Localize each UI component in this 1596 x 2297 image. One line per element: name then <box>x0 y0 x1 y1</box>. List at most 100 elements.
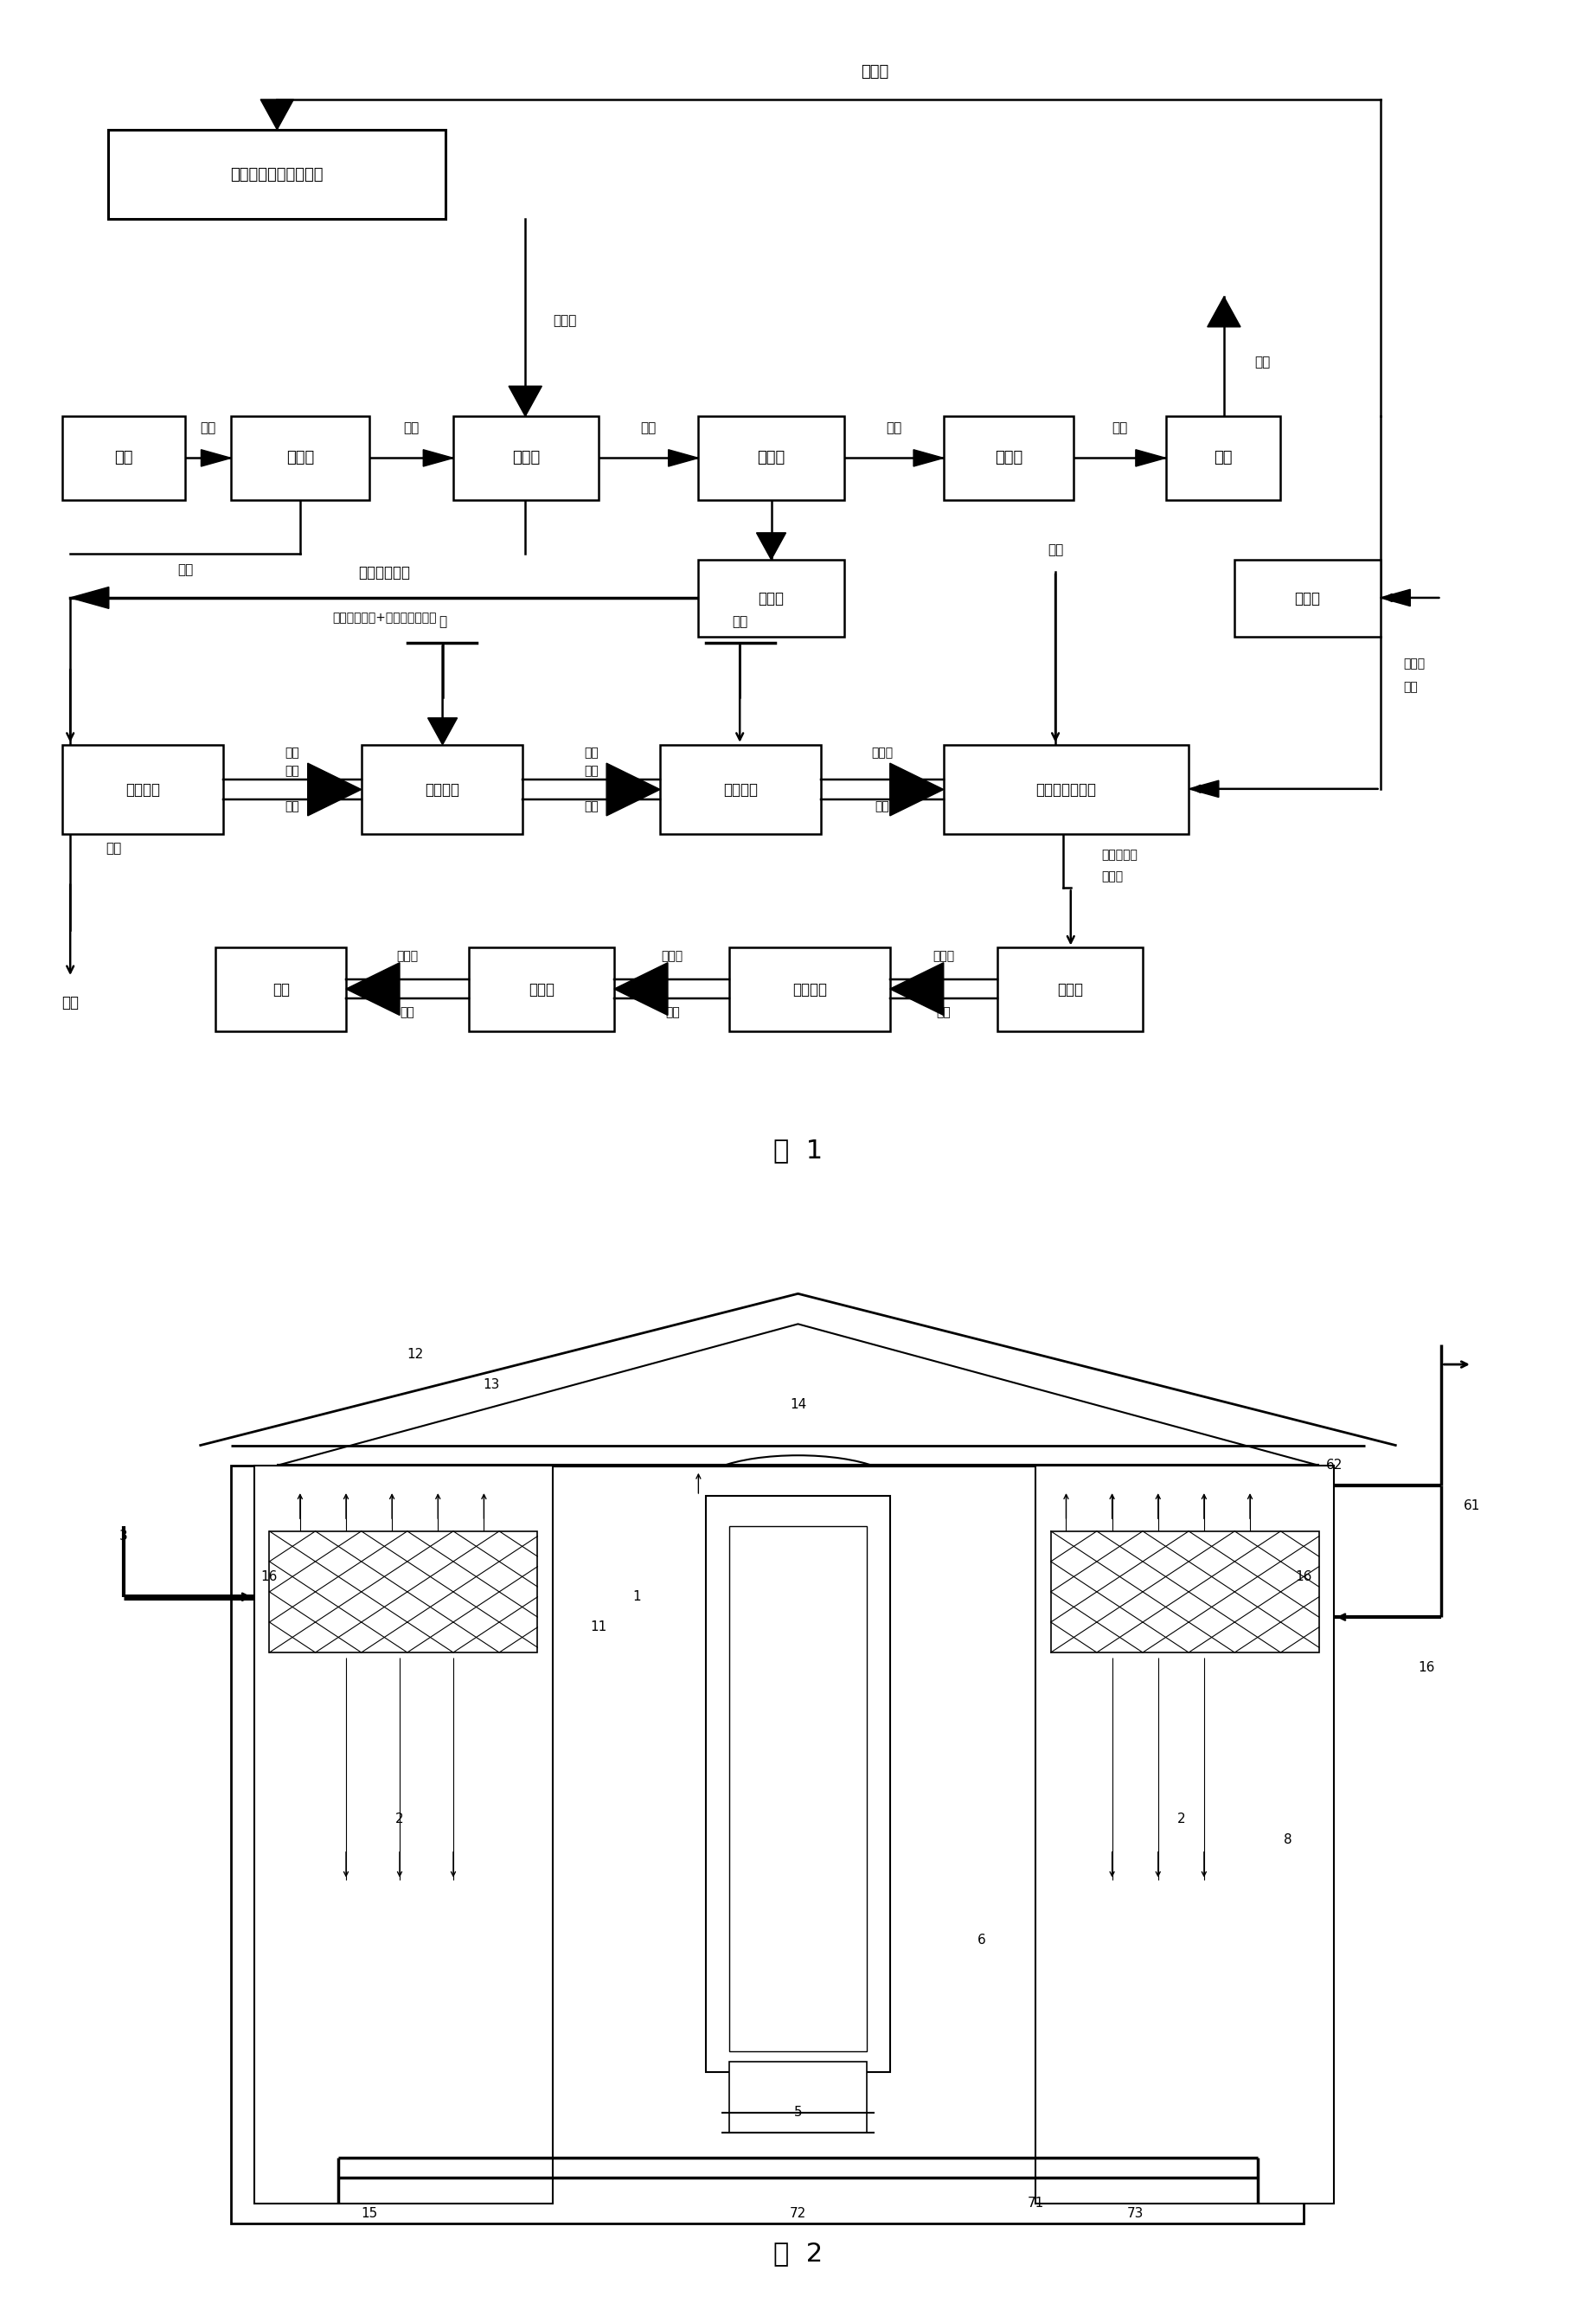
Bar <box>254 1465 552 2203</box>
Text: 62: 62 <box>1326 1459 1342 1472</box>
Polygon shape <box>260 99 294 129</box>
Text: 酸铵: 酸铵 <box>584 765 598 776</box>
Text: 离心机: 离心机 <box>1057 981 1084 997</box>
Polygon shape <box>428 719 456 744</box>
Polygon shape <box>509 386 541 416</box>
Bar <box>215 949 346 1031</box>
Text: 硫酸铵母液: 硫酸铵母液 <box>1101 848 1138 861</box>
Text: 烟气: 烟气 <box>200 420 215 434</box>
Text: 61: 61 <box>1464 1500 1481 1511</box>
Text: 6: 6 <box>978 1934 986 1948</box>
Text: 锅炉: 锅炉 <box>115 450 132 466</box>
Text: 5: 5 <box>793 2106 803 2118</box>
Bar <box>231 416 369 501</box>
Bar <box>729 2063 867 2132</box>
Text: 12: 12 <box>407 1348 423 1360</box>
Text: 调配装置: 调配装置 <box>425 781 460 797</box>
Bar <box>943 416 1074 501</box>
Polygon shape <box>606 763 661 815</box>
Text: 14: 14 <box>790 1399 806 1410</box>
Text: 烟尘: 烟尘 <box>105 841 121 854</box>
Bar <box>699 560 844 636</box>
Text: 冷凝水: 冷凝水 <box>860 64 889 80</box>
Text: 15: 15 <box>361 2207 377 2219</box>
Text: 烟囱: 烟囱 <box>1215 450 1232 466</box>
Text: 蒸汽: 蒸汽 <box>1047 542 1063 556</box>
Text: 脱硫: 脱硫 <box>286 747 300 760</box>
Bar <box>729 949 891 1031</box>
Text: 液体: 液体 <box>875 802 889 813</box>
Text: 氧化装置: 氧化装置 <box>723 781 758 797</box>
Text: 硫酸铵: 硫酸铵 <box>932 951 954 962</box>
Text: 固体: 固体 <box>937 1006 951 1018</box>
Bar <box>231 1465 1304 2223</box>
Text: 硫酸铵: 硫酸铵 <box>1403 657 1425 671</box>
Text: 烟尘: 烟尘 <box>177 563 193 577</box>
Bar <box>270 1532 538 1652</box>
Polygon shape <box>423 450 453 466</box>
Text: 母液: 母液 <box>1403 682 1417 694</box>
Polygon shape <box>891 962 943 1015</box>
Text: 3: 3 <box>120 1530 128 1544</box>
Text: 烟气: 烟气 <box>886 420 902 434</box>
Text: 除尘器: 除尘器 <box>286 450 314 466</box>
Text: 烟气: 烟气 <box>1254 356 1270 370</box>
Polygon shape <box>913 450 943 466</box>
Text: 71: 71 <box>1028 2196 1044 2210</box>
Text: 引风机: 引风机 <box>994 450 1023 466</box>
Bar <box>453 416 598 501</box>
Text: 2: 2 <box>396 1812 404 1826</box>
Polygon shape <box>308 763 361 815</box>
Polygon shape <box>201 450 231 466</box>
Text: 包装机: 包装机 <box>528 981 554 997</box>
Text: 硫酸铵: 硫酸铵 <box>396 951 418 962</box>
Text: 净化装置: 净化装置 <box>126 781 160 797</box>
Text: 浓缩和结晶系统: 浓缩和结晶系统 <box>1036 781 1096 797</box>
Text: 16: 16 <box>1417 1661 1435 1675</box>
Text: 液体: 液体 <box>286 802 300 813</box>
Text: 脱硫产物液体: 脱硫产物液体 <box>359 565 410 581</box>
Text: （亚硫酸氢铵+亚硫酸铵液体）: （亚硫酸氢铵+亚硫酸铵液体） <box>332 611 436 625</box>
Polygon shape <box>1208 296 1240 326</box>
Bar <box>361 744 522 834</box>
Bar <box>62 744 223 834</box>
Text: 产物: 产物 <box>286 765 300 776</box>
Bar <box>699 416 844 501</box>
Text: 图  2: 图 2 <box>774 2242 822 2267</box>
Text: 13: 13 <box>484 1378 500 1392</box>
Text: 硫酸铵: 硫酸铵 <box>871 747 894 760</box>
Bar <box>1165 416 1280 501</box>
Bar <box>62 416 185 501</box>
Text: 脱硫剂制备和供给系统: 脱硫剂制备和供给系统 <box>230 168 324 181</box>
Text: 72: 72 <box>790 2207 806 2219</box>
Bar <box>109 129 445 218</box>
Text: 灰场: 灰场 <box>62 995 78 1011</box>
Text: 11: 11 <box>591 1622 606 1633</box>
Bar <box>705 1495 891 2072</box>
Text: 库房: 库房 <box>273 981 289 997</box>
Text: 水封槽: 水封槽 <box>758 590 784 606</box>
Polygon shape <box>757 533 785 560</box>
Bar <box>1050 1532 1318 1652</box>
Text: 固体: 固体 <box>666 1006 680 1018</box>
Polygon shape <box>346 962 399 1015</box>
Text: 冷凝器: 冷凝器 <box>1294 590 1320 606</box>
Text: 液体: 液体 <box>584 802 598 813</box>
Text: 2: 2 <box>1176 1812 1186 1826</box>
Bar <box>469 949 614 1031</box>
Text: 脱水器: 脱水器 <box>757 450 785 466</box>
Text: 烟气: 烟气 <box>640 420 656 434</box>
Text: 干燥系统: 干燥系统 <box>792 981 827 997</box>
Bar <box>1235 560 1381 636</box>
Bar <box>729 1525 867 2051</box>
Text: 硫酸铵: 硫酸铵 <box>661 951 683 962</box>
Text: 氨: 氨 <box>439 616 447 627</box>
Text: 产品: 产品 <box>401 1006 415 1018</box>
Polygon shape <box>1189 781 1219 797</box>
Text: 16: 16 <box>262 1571 278 1583</box>
Text: 1: 1 <box>634 1590 642 1603</box>
Bar <box>943 744 1189 834</box>
Polygon shape <box>1381 590 1411 606</box>
Text: 亚硫: 亚硫 <box>584 747 598 760</box>
Text: 73: 73 <box>1127 2207 1143 2219</box>
